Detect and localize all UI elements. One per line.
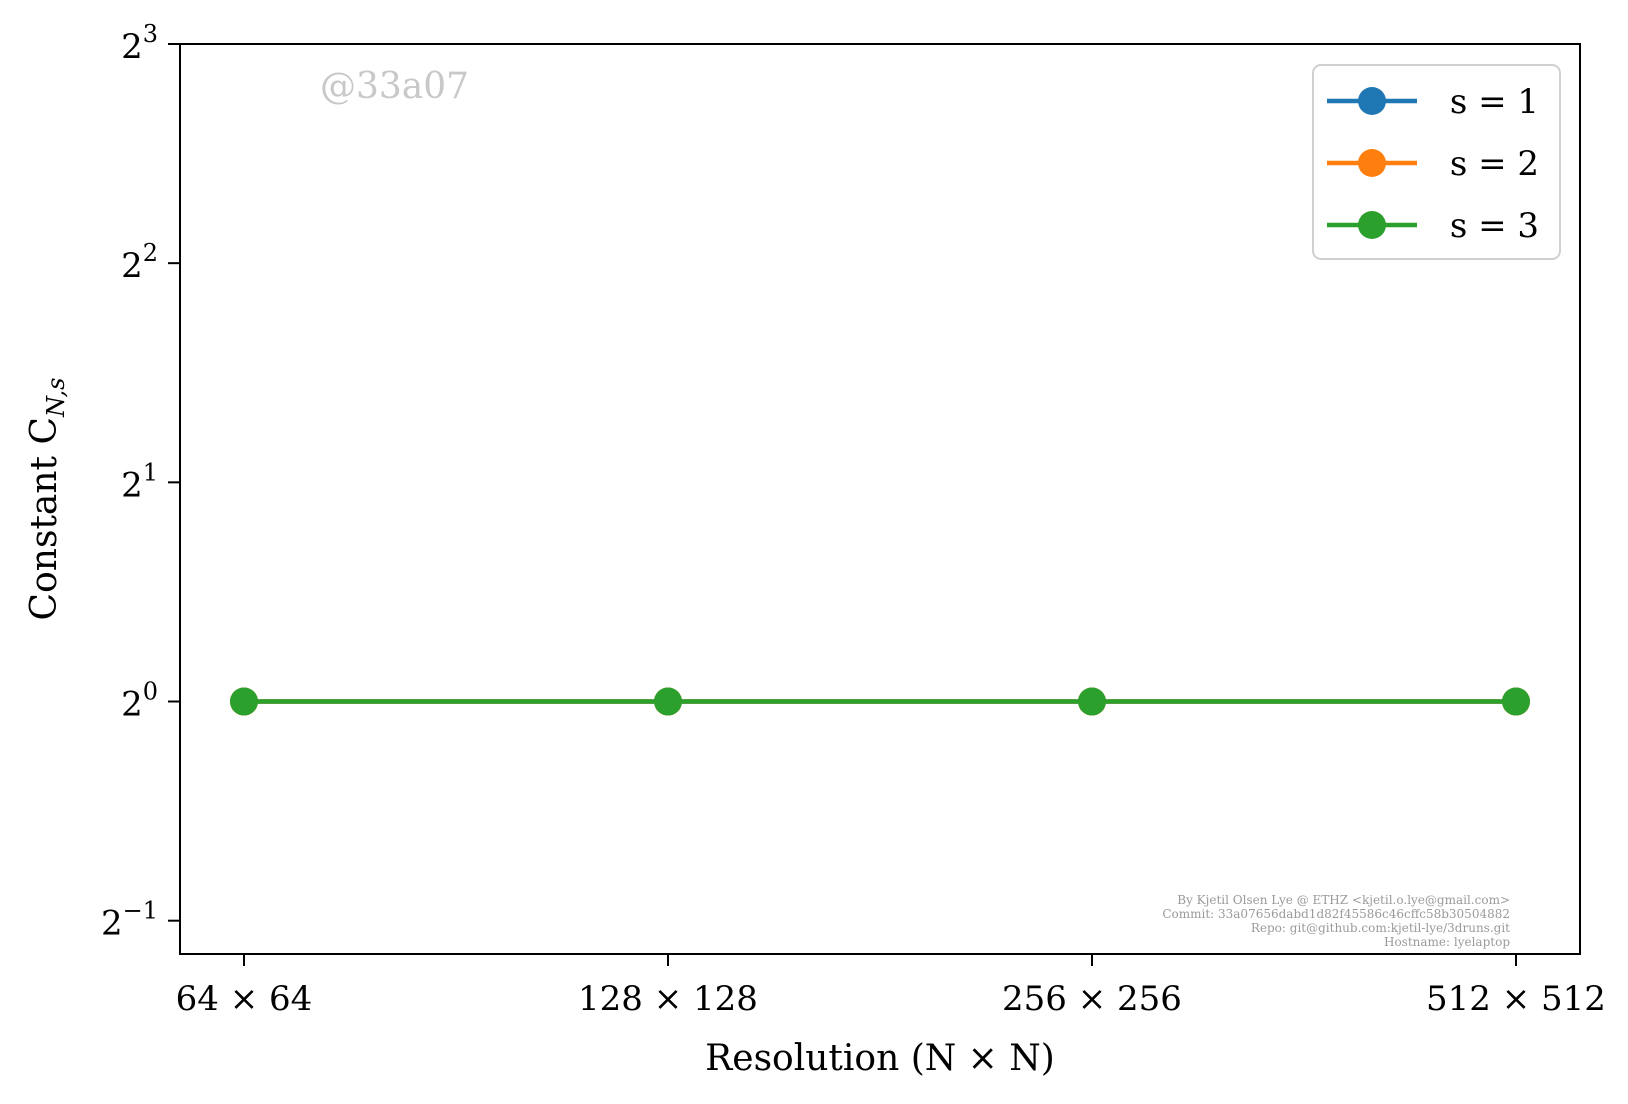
y-tick-exponent: 1	[143, 458, 158, 486]
x-tick-label: 128 × 128	[578, 979, 758, 1019]
credits-line: By Kjetil Olsen Lye @ ETHZ <kjetil.o.lye…	[1177, 893, 1510, 907]
legend-marker	[1358, 87, 1386, 115]
data-point	[230, 687, 258, 716]
y-tick-label: 20	[121, 678, 158, 725]
y-tick-label: 22	[121, 239, 158, 286]
legend-marker	[1358, 149, 1386, 177]
legend-item-2: s = 2	[1327, 144, 1539, 184]
x-axis-label: Resolution (N × N)	[705, 1038, 1055, 1079]
credits-line: Repo: git@github.com:kjetil-lye/3druns.g…	[1251, 921, 1510, 935]
x-tick-label: 512 × 512	[1426, 979, 1606, 1019]
y-tick-base: 2	[121, 465, 143, 505]
legend-item-3: s = 3	[1327, 206, 1539, 246]
legend-label: s = 2	[1450, 144, 1539, 184]
y-tick-label: 21	[121, 458, 158, 505]
y-axis-label: Constant CN,s	[24, 378, 70, 621]
series-3	[230, 687, 1530, 716]
y-tick-label: 2−1	[101, 897, 158, 944]
data-point	[654, 687, 682, 716]
y-tick-exponent: 3	[143, 20, 158, 48]
y-tick-exponent: 2	[143, 239, 158, 267]
y-tick-base: 2	[121, 246, 143, 286]
y-tick-exponent: 0	[143, 678, 158, 706]
data-point	[1502, 687, 1530, 716]
legend-marker	[1358, 211, 1386, 239]
legend-item-1: s = 1	[1327, 82, 1539, 122]
y-tick-exponent: −1	[123, 897, 158, 925]
plot-area-frame	[179, 43, 1581, 955]
credits-block: By Kjetil Olsen Lye @ ETHZ <kjetil.o.lye…	[1162, 893, 1510, 949]
watermark-text: @33a07	[320, 66, 469, 107]
y-axis-label-main: Constant C	[24, 417, 65, 620]
legend-label: s = 1	[1450, 82, 1539, 122]
y-tick-base: 2	[101, 904, 123, 944]
y-tick-base: 2	[121, 685, 143, 725]
y-axis-label-subscript: N,s	[42, 378, 70, 418]
legend-label: s = 3	[1450, 206, 1539, 246]
x-tick-label: 256 × 256	[1002, 979, 1182, 1019]
y-tick-label: 23	[121, 20, 158, 67]
series-layer	[230, 687, 1530, 716]
data-point	[1078, 687, 1106, 716]
credits-line: Commit: 33a07656dabd1d82f45586c46cffc58b…	[1162, 907, 1510, 921]
credits-line: Hostname: lyelaptop	[1384, 935, 1510, 949]
y-tick-base: 2	[121, 27, 143, 67]
x-axis: 64 × 64 128 × 128 256 × 256 512 × 512	[176, 954, 1606, 1019]
legend: s = 1 s = 2 s = 3	[1312, 64, 1561, 260]
x-tick-label: 64 × 64	[176, 979, 313, 1019]
